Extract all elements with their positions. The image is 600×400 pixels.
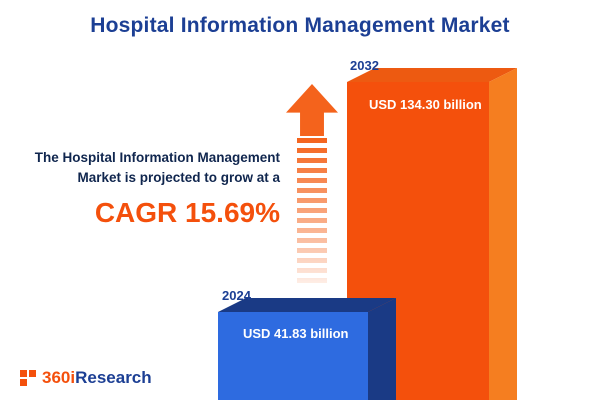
bar-2024-top-face	[218, 298, 396, 312]
logo-text-suffix: Research	[75, 368, 152, 387]
value-label-2032: USD 134.30 billion	[369, 97, 482, 112]
logo-text: 360iResearch	[42, 368, 152, 388]
brand-logo: 360iResearch	[20, 368, 152, 388]
annotation-text: The Hospital Information Management Mark…	[34, 150, 280, 186]
bar-2024	[218, 298, 396, 400]
arrow-head-icon	[286, 84, 338, 136]
page-title: Hospital Information Management Market	[90, 14, 510, 37]
bar-2032-top-face	[347, 68, 517, 82]
annotation-block: The Hospital Information Management Mark…	[12, 148, 280, 229]
bar-2032-side-face	[489, 68, 517, 400]
year-label-2032: 2032	[350, 58, 379, 73]
arrow-stripes-icon	[297, 138, 327, 288]
logo-squares-icon	[20, 370, 36, 386]
bar-2024-front-face	[218, 312, 368, 400]
bar-2024-side-face	[368, 298, 396, 400]
value-label-2024: USD 41.83 billion	[243, 326, 349, 341]
logo-text-prefix: 360i	[42, 368, 76, 387]
growth-arrow-icon	[286, 84, 338, 288]
cagr-value: CAGR 15.69%	[94, 196, 280, 228]
year-label-2024: 2024	[222, 288, 251, 303]
